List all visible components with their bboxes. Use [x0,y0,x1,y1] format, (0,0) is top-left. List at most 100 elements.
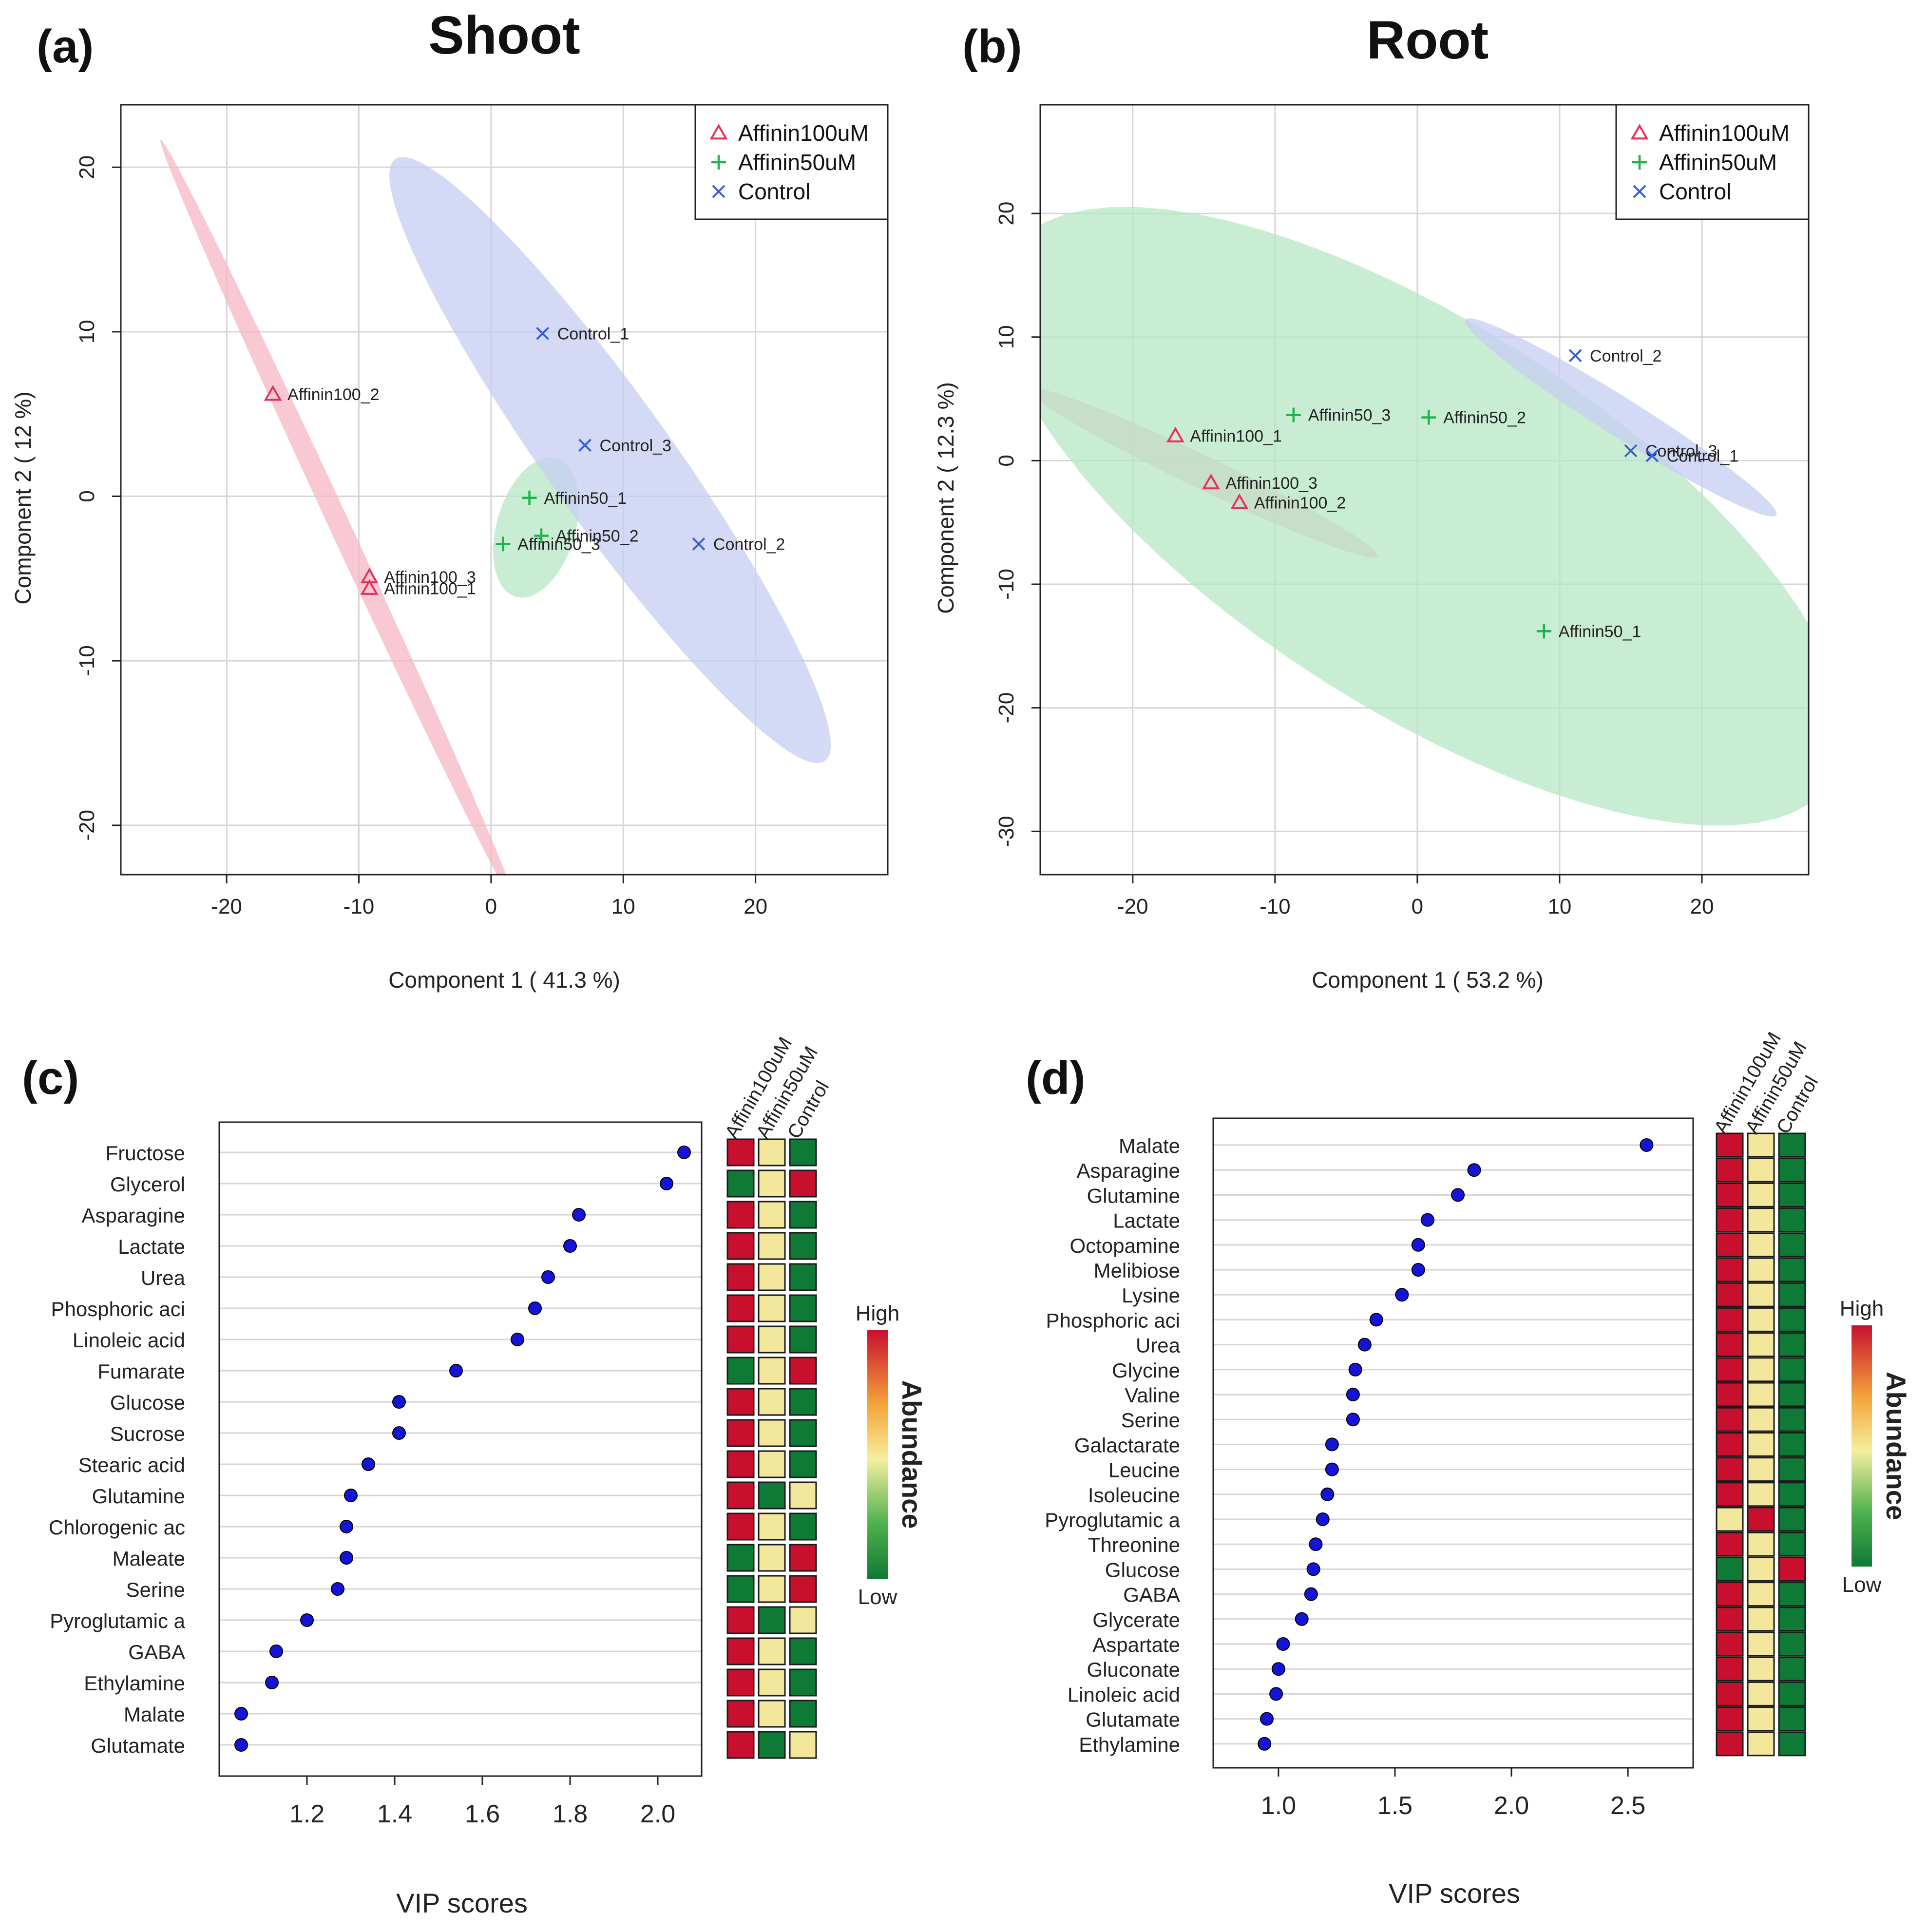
vip-c-vip-dot-sucrose [392,1426,406,1440]
vip-c-vip-dot-ethylamine [265,1676,279,1689]
pca-b-point-label: Affinin100_3 [1225,474,1317,493]
vip-d-vip-dot-serine [1346,1413,1360,1427]
pca-a-point-control_1 [536,326,550,340]
vip-d-heat-cell [1747,1507,1775,1532]
vip-c-vip-dot-maleate [340,1551,353,1565]
vip-c-vip-dot-glutamate [234,1738,248,1752]
vip-c-heat-cell [758,1512,786,1541]
vip-d-category-label: Urea [1136,1334,1181,1357]
title-root: Root [1367,10,1489,70]
vip-c-xtick-label: 1.8 [553,1800,588,1828]
pca-a-point-affinin100_2 [264,385,282,401]
vip-c-category-label: Linoleic acid [73,1329,185,1352]
vip-c-vip-dot-glycerol [660,1177,673,1190]
vip-d-heat-cell [1778,1656,1806,1682]
vip-c-heat-cell [758,1450,786,1478]
vip-d-vip-dot-gaba [1304,1587,1318,1601]
vip-d-heat-cell [1716,1382,1744,1407]
vip-d-vip-dot-gluconate [1271,1662,1285,1676]
vip-c-vip-dot-asparagine [572,1208,586,1222]
vip-d-category-label: Glucose [1105,1558,1180,1581]
pca-b-point-control_3 [1624,444,1638,458]
vip-d-heat-cell [1716,1656,1744,1682]
pca-a-ytick-label: -10 [75,645,99,676]
vip-c-heat-cell [789,1294,817,1322]
pca-b-point-affinin100_1 [1166,426,1184,442]
vip-d-vip-dot-melibiose [1411,1263,1425,1277]
vip-d-heat-cell [1747,1207,1775,1233]
vip-d-heat-cell [1778,1207,1806,1233]
vip-c-heat-cell [758,1138,786,1167]
vip-d-category-label: Pyroglutamic a [1045,1509,1180,1531]
pca-b-ylabel: Component 2 ( 12.3 %) [933,382,958,614]
vip-d-heat-cell [1778,1282,1806,1307]
vip-c-heat-cell [789,1700,817,1728]
pca-a-point-control_2 [692,537,706,551]
vip-d-heat-cell [1747,1731,1775,1757]
vip-d-heat-cell [1716,1607,1744,1632]
vip-d-heat-cell [1716,1332,1744,1358]
vip-d-vip-dot-glutamate [1260,1712,1274,1726]
pca-a-legend-label: Control [738,179,810,204]
vip-c-heat-cell [789,1201,817,1229]
vip-d-heat-cell [1716,1681,1744,1706]
vip-d-heat-cell [1778,1357,1806,1382]
vip-c-category-label: Glycerol [110,1173,185,1196]
vip-c-heat-cell [789,1606,817,1634]
vip-c-heat-cell [726,1544,755,1572]
pca-b-legend-label: Control [1659,179,1731,204]
vip-c-heat-cell [758,1388,786,1416]
vip-d-category-label: Serine [1121,1409,1180,1432]
vip-c-heat-cell [758,1325,786,1354]
vip-d-category-label: Lysine [1122,1284,1180,1307]
vip-c-heat-cell [789,1232,817,1260]
vip-c-heat-cell [789,1637,817,1665]
vip-d-vip-dot-glucose [1306,1562,1320,1576]
pca-a-point-control_3 [578,439,592,452]
vip-d-category-label: Galactarate [1074,1434,1180,1456]
panel-label-a: (a) [37,20,94,73]
pca-a-legend-marker [711,155,726,170]
vip-d-category-label: Asparagine [1077,1159,1180,1182]
vip-d-heat-cell [1778,1482,1806,1507]
vip-d-category-label: Leucine [1108,1459,1180,1482]
vip-d-vip-dot-linoleic-acid [1269,1687,1283,1701]
vip-c-vip-dot-stearic-acid [362,1457,375,1471]
vip-c-heat-cell [726,1668,755,1697]
vip-c-category-label: Urea [141,1266,186,1289]
vip-d-category-label: Ethylamine [1079,1733,1180,1756]
vip-c-category-label: Sucrose [110,1422,185,1445]
vip-d-heat-cell [1716,1731,1744,1757]
pca-b-point-affinin50_1 [1536,624,1551,639]
pca-b-point-affinin100_2 [1230,493,1249,509]
pca-b-ytick-label: 10 [994,325,1018,349]
pca-b-ytick-label: -30 [994,816,1018,847]
vip-c-category-label: Fumarate [97,1360,185,1383]
vip-c-heat-cell [789,1668,817,1697]
vip-d-heat-cell [1716,1582,1744,1607]
panel-label-c: (c) [22,1052,79,1104]
pca-a-point-label: Affinin50_1 [544,489,627,508]
vip-d-category-label: Lactate [1113,1209,1180,1232]
vip-d-heat-cell [1716,1457,1744,1482]
vip-c-heat-cell [726,1388,755,1416]
title-shoot: Shoot [428,5,580,65]
pca-a-point-label: Affinin50_3 [517,535,600,554]
vip-d-heat-cell [1778,1157,1806,1183]
vip-c-vip-dot-phosphoric-aci [528,1301,542,1315]
vip-d-xtick-label: 1.0 [1261,1792,1296,1820]
vip-d-heat-cell [1778,1631,1806,1657]
pca-b-legend-marker [1633,185,1646,198]
vip-c-vip-dot-glutamine [344,1489,358,1502]
vip-d-heat-cell [1716,1407,1744,1432]
pca-b-point-control_2 [1568,349,1582,363]
vip-c-vip-dot-urea [541,1270,555,1284]
pca-b-xtick-label: 10 [1547,895,1571,918]
vip-c-category-label: Ethylamine [84,1672,185,1695]
vip-d-heat-cell [1716,1556,1744,1582]
vip-d-heat-cell [1778,1232,1806,1258]
vip-c-heat-cell [758,1201,786,1229]
vip-d-category-label: Melibiose [1094,1259,1180,1282]
vip-d-heat-cell [1747,1432,1775,1457]
